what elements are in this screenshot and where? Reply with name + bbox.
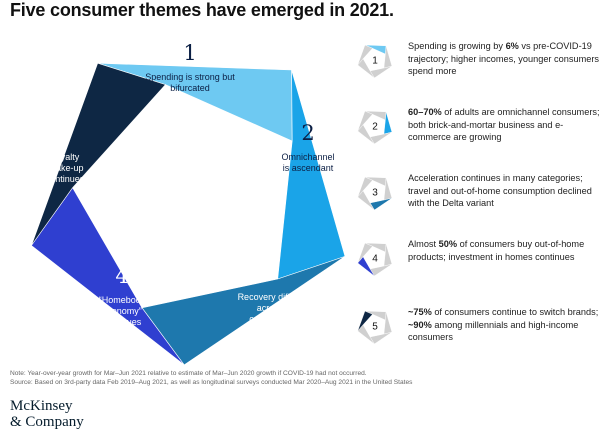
icon-number-2: 2 <box>372 122 378 133</box>
segment-label-2-line-2: is ascendant <box>283 163 334 173</box>
segment-number-3: 3 <box>263 261 276 285</box>
legend-text-part: ~75% <box>408 307 432 317</box>
theme-1-icon: 1 <box>357 44 393 79</box>
legend-text-part: Acceleration continues in many categorie… <box>408 173 592 209</box>
source-text: Source: Based on 3rd-party data Feb 2019… <box>10 379 413 386</box>
segment-label-3-line-2: across <box>257 303 284 313</box>
mckinsey-logo: McKinsey & Company <box>10 398 84 430</box>
segment-label-4-line-1: “Homebody <box>99 295 146 305</box>
icon-number-5: 5 <box>372 322 378 333</box>
segment-label-3-line-1: Recovery differs <box>238 292 303 302</box>
page-title: Five consumer themes have emerged in 202… <box>10 0 394 20</box>
legend-text-part: vs pre-COVID-19 trajectory; higher incom… <box>408 41 599 77</box>
segment-label-1-line-1: Spending is strong but <box>145 72 235 82</box>
note-text: Note: Year-over-year growth for Mar–Jun … <box>10 370 367 377</box>
segment-label-5-line-3: continues <box>46 174 85 184</box>
segment-number-2: 2 <box>301 121 314 145</box>
legend-text-part: Almost <box>408 239 439 249</box>
segment-number-4: 4 <box>115 264 128 288</box>
theme-5-icon: 5 <box>357 310 393 345</box>
legend-text-3: Acceleration continues in many categorie… <box>408 172 600 210</box>
legend-text-part: Spending is growing by <box>408 41 506 51</box>
legend-text-2: 60–70% of adults are omnichannel consume… <box>408 106 600 144</box>
icon-number-1: 1 <box>372 56 378 67</box>
theme-4-icon: 4 <box>357 242 393 277</box>
segment-number-1: 1 <box>183 41 196 65</box>
icon-segment-5 <box>357 242 373 264</box>
legend-text-part: 50% <box>438 239 458 249</box>
logo-line-1: McKinsey <box>10 398 73 414</box>
segment-label-4-line-3: continues <box>103 317 142 327</box>
segment-label-3-line-3: categories <box>249 314 291 324</box>
segment-label-4-line-2: economy” <box>102 306 142 316</box>
ring-segment-5 <box>31 62 167 246</box>
segment-label-1-line-2: bifurcated <box>170 83 210 93</box>
legend-text-part: of consumers continue to switch brands; <box>431 307 599 317</box>
icon-segment-5 <box>357 176 373 198</box>
theme-2-icon: 2 <box>357 110 393 145</box>
icon-segment-5 <box>357 44 373 66</box>
legend-text-part: 60–70% <box>408 107 442 117</box>
legend-text-part: of adults are omnichannel consumers; bot… <box>408 107 600 143</box>
logo-line-2: & Company <box>10 414 84 430</box>
segment-label-2-line-1: Omnichannel <box>281 152 334 162</box>
segment-number-5: 5 <box>58 121 71 145</box>
segment-label-5-line-2: shake-up <box>46 163 83 173</box>
legend-text-4: Almost 50% of consumers buy out-of-home … <box>408 238 600 263</box>
ring-segment-4 <box>30 187 185 365</box>
legend-text-part: among millennials and high-income consum… <box>408 319 579 343</box>
icon-number-4: 4 <box>372 254 378 265</box>
theme-3-icon: 3 <box>357 176 393 211</box>
segment-label-5-line-1: Loyalty <box>51 152 80 162</box>
footnote: Note: Year-over-year growth for Mar–Jun … <box>10 369 600 387</box>
icon-number-3: 3 <box>372 188 378 199</box>
icon-segment-5 <box>357 110 373 132</box>
legend-text-part: ~90% <box>408 319 432 330</box>
legend-text-part: of consumers buy out-of-home products; i… <box>408 239 585 262</box>
legend-text-5: ~75% of consumers continue to switch bra… <box>408 306 600 344</box>
icon-segment-5 <box>357 310 373 332</box>
legend-text-1: Spending is growing by 6% vs pre-COVID-1… <box>408 40 600 78</box>
legend-text-part: 6% <box>505 41 519 51</box>
